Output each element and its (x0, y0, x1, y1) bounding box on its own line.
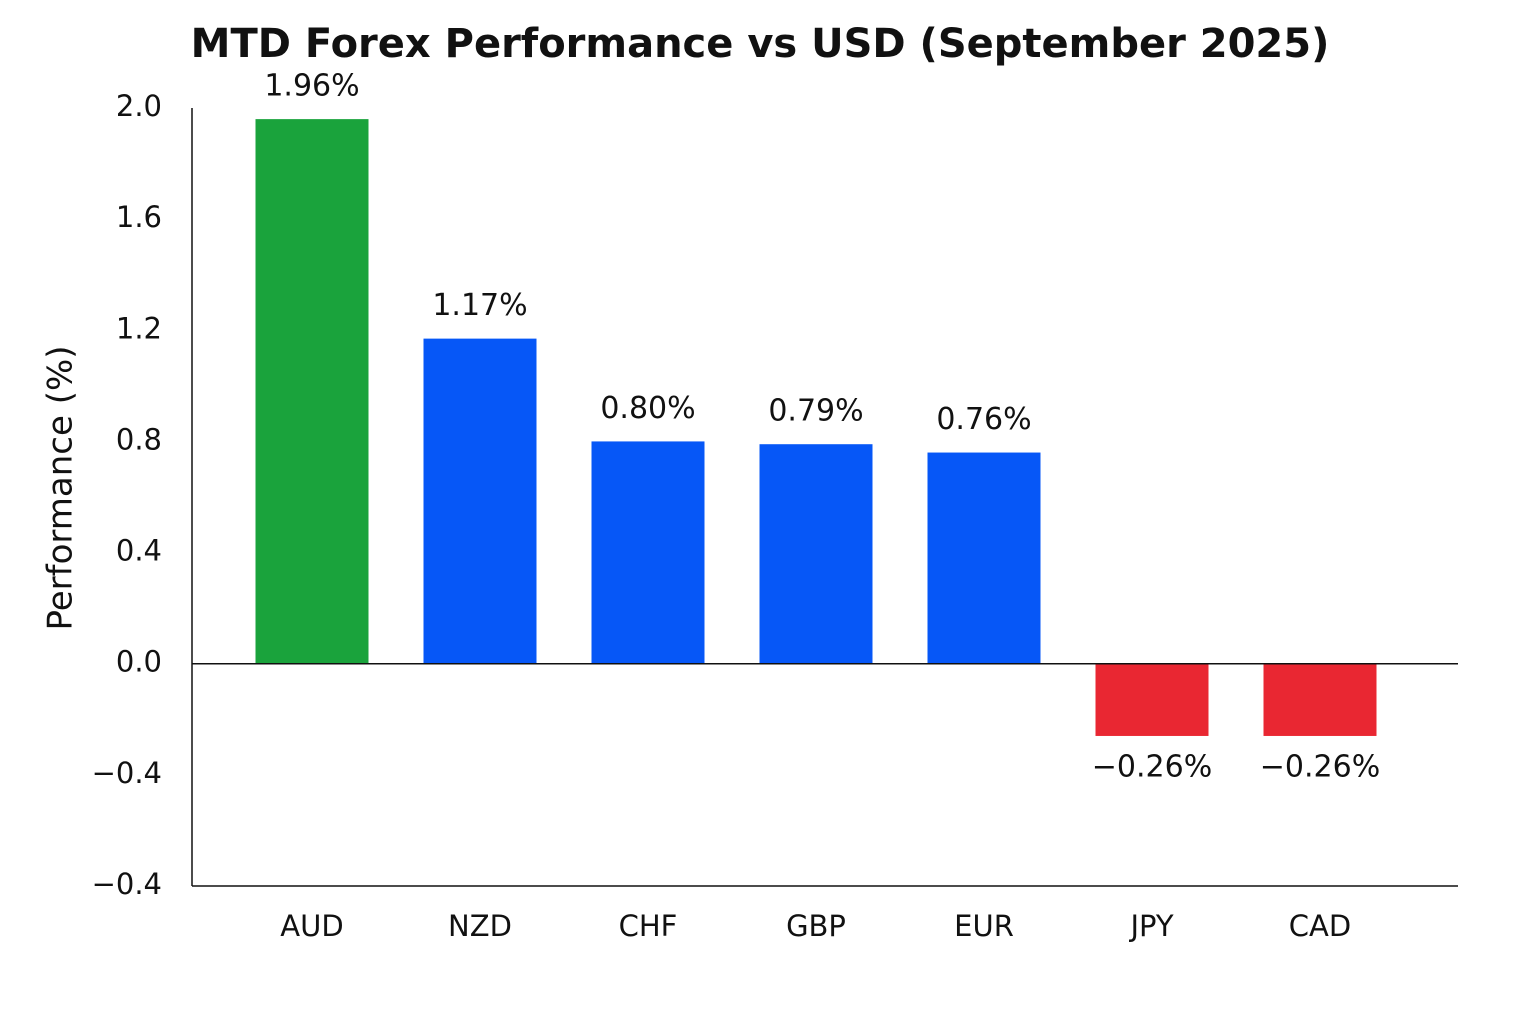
chart-title: MTD Forex Performance vs USD (September … (191, 21, 1330, 67)
bar (255, 119, 369, 664)
bar (423, 338, 537, 664)
bar (759, 444, 873, 664)
y-tick-label: −0.4 (92, 756, 162, 790)
y-tick-label: −0.4 (92, 867, 162, 901)
y-tick-label: 0.0 (116, 645, 162, 679)
value-label: 0.80% (600, 391, 695, 426)
value-label: −0.26% (1260, 749, 1380, 784)
y-tick-label: 0.8 (116, 422, 162, 456)
x-tick-label: AUD (280, 909, 343, 943)
x-tick-label: JPY (1128, 909, 1173, 943)
x-tick-label: EUR (954, 909, 1014, 943)
value-label: 1.96% (264, 69, 359, 104)
y-tick-label: 2.0 (116, 89, 162, 123)
y-tick-label: 1.6 (116, 200, 162, 234)
y-tick-label: 1.2 (116, 311, 162, 345)
bar (1263, 663, 1377, 736)
x-tick-label: NZD (448, 909, 512, 943)
value-label: 0.79% (768, 394, 863, 429)
value-label: 1.17% (432, 288, 527, 323)
y-tick-label: 0.4 (116, 534, 162, 568)
x-tick-label: CAD (1289, 909, 1351, 943)
bar (927, 452, 1041, 664)
x-tick-label: CHF (619, 909, 678, 943)
value-label: −0.26% (1092, 749, 1212, 784)
x-tick-label: GBP (786, 909, 846, 943)
value-label: 0.76% (936, 402, 1031, 437)
bar (591, 441, 705, 664)
y-axis-label: Performance (%) (41, 345, 81, 630)
bar (1095, 663, 1209, 736)
